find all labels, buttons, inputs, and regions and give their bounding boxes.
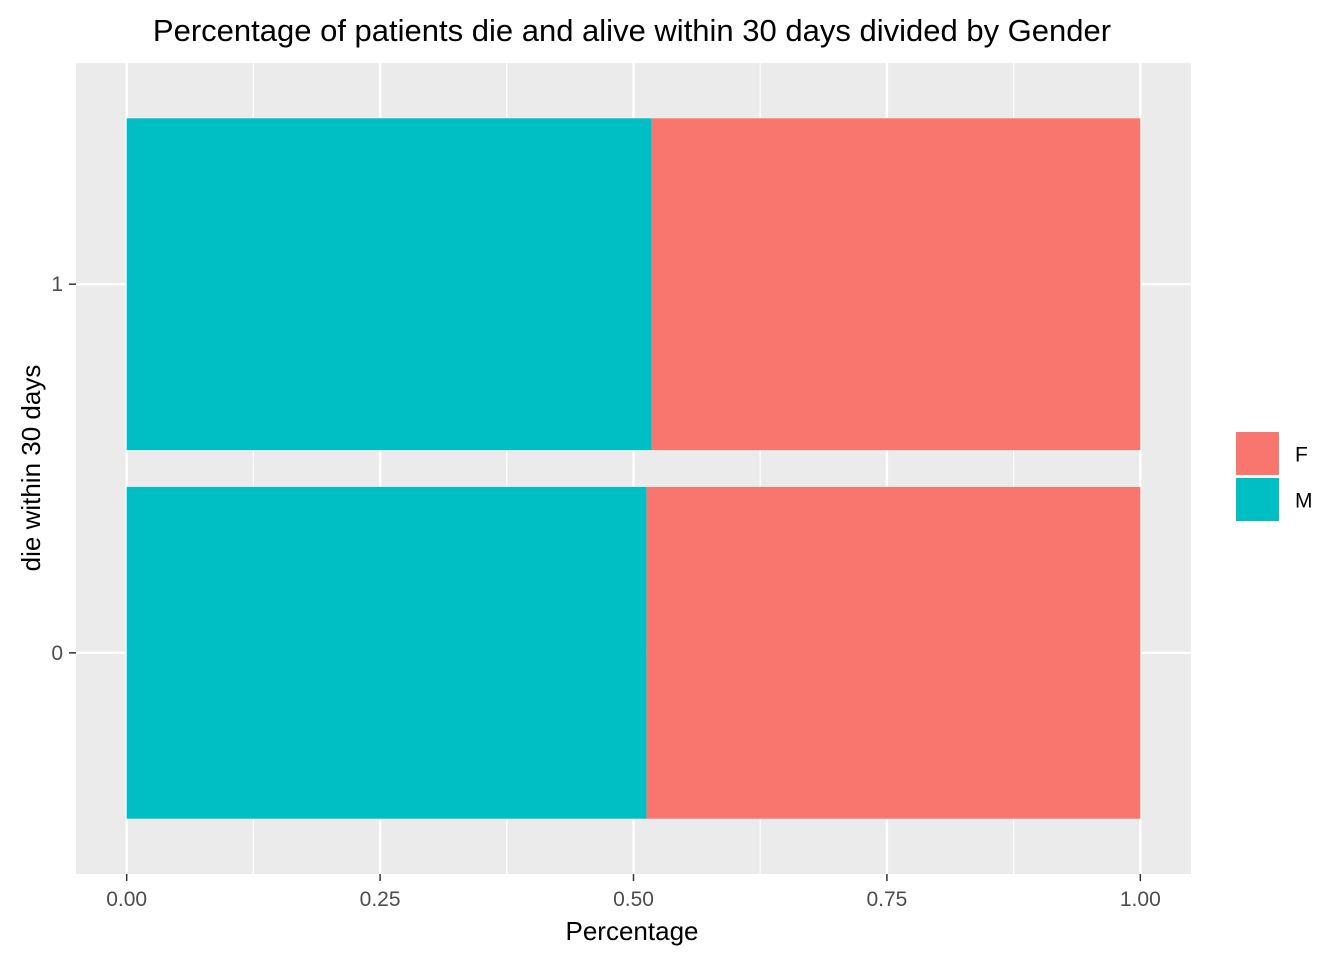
legend: FM xyxy=(1236,432,1313,521)
bar-F-0 xyxy=(646,486,1141,819)
y-tick-label: 1 xyxy=(51,273,63,296)
x-tick-label: 0.75 xyxy=(866,888,907,911)
bar-M-1 xyxy=(126,118,652,451)
y-tick-label: 0 xyxy=(51,642,63,665)
legend-label-F: F xyxy=(1295,444,1308,467)
bars xyxy=(126,118,1141,819)
bar-F-1 xyxy=(651,118,1141,451)
x-tick-label: 0.25 xyxy=(360,888,401,911)
x-axis-title: Percentage xyxy=(566,916,699,946)
x-tick-label: 0.00 xyxy=(106,888,147,911)
x-tick-label: 1.00 xyxy=(1120,888,1161,911)
bar-M-0 xyxy=(126,486,647,819)
y-axis: 01 xyxy=(51,273,76,665)
x-tick-label: 0.50 xyxy=(613,888,654,911)
x-axis: 0.00 0.25 0.50 0.75 1.00 xyxy=(106,874,1161,911)
legend-key-F xyxy=(1236,432,1279,475)
legend-label-M: M xyxy=(1295,490,1313,513)
legend-key-M xyxy=(1236,478,1279,521)
y-axis-title: die within 30 days xyxy=(16,365,46,572)
chart-title: Percentage of patients die and alive wit… xyxy=(153,13,1111,48)
